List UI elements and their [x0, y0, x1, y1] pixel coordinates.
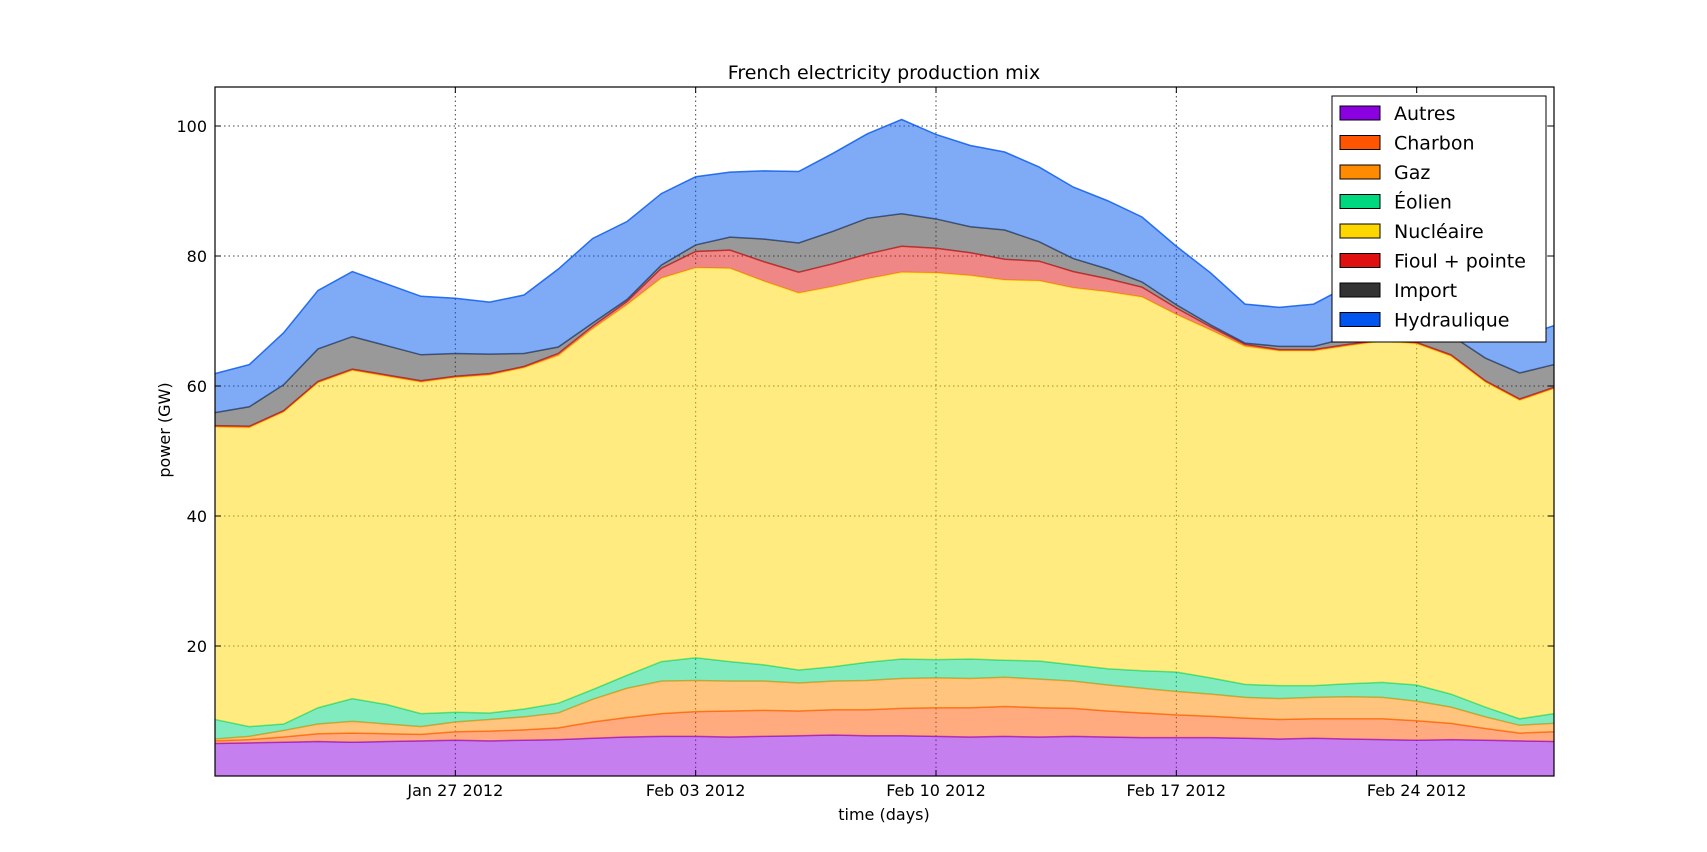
y-axis: 20 40 60 80 100 — [176, 117, 1554, 656]
legend-swatch — [1339, 253, 1381, 268]
y-axis-label: power (GW) — [155, 382, 174, 477]
x-axis-label: time (days) — [838, 805, 929, 824]
legend-label: Éolien — [1394, 191, 1452, 214]
area-eolien — [215, 657, 1554, 739]
area-autres — [215, 735, 1554, 776]
area-nucleaire — [215, 267, 1554, 727]
legend-label: Nucléaire — [1394, 221, 1484, 243]
legend-swatch — [1339, 105, 1381, 121]
x-axis: Jan 27 2012 Feb 03 2012 Feb 10 2012 Feb 17 … — [406, 87, 1466, 800]
area-gaz — [215, 677, 1554, 741]
x-tick-label: Feb 17 2012 — [1127, 781, 1227, 800]
x-tick-label: Feb 03 2012 — [646, 781, 746, 800]
legend-swatch — [1339, 312, 1381, 327]
plot-areas — [214, 118, 1555, 776]
legend-label: Autres — [1394, 103, 1455, 125]
legend-swatch — [1339, 194, 1381, 209]
x-tick-label: Feb 24 2012 — [1367, 781, 1467, 800]
y-tick-label: 20 — [187, 637, 207, 656]
legend-label: Charbon — [1394, 133, 1475, 155]
legend-label: Fioul + pointe — [1394, 251, 1526, 273]
area-hydraulique — [215, 119, 1554, 413]
x-tick-label: Jan 27 2012 — [406, 781, 503, 800]
y-tick-label: 80 — [187, 247, 207, 266]
chart-title: French electricity production mix — [728, 62, 1040, 84]
line-hydraulique — [214, 118, 1555, 375]
legend-swatch — [1339, 282, 1381, 298]
legend-swatch — [1339, 164, 1381, 180]
y-tick-label: 100 — [176, 117, 207, 136]
area-charbon — [215, 706, 1554, 744]
legend-label: Hydraulique — [1394, 310, 1509, 332]
y-tick-label: 40 — [187, 507, 207, 526]
legend-label: Import — [1394, 280, 1457, 302]
y-tick-label: 60 — [187, 377, 207, 396]
legend-label: Gaz — [1394, 162, 1430, 184]
plot-frame — [214, 86, 1555, 777]
legend-swatch — [1339, 223, 1381, 239]
x-tick-label: Feb 10 2012 — [886, 781, 986, 800]
legend-swatch — [1339, 135, 1381, 150]
legend: Autres Charbon Gaz Éolien Nucléaire Fioul + p… — [1331, 95, 1547, 343]
